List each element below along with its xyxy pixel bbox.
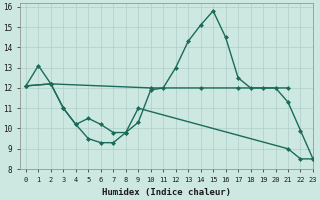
X-axis label: Humidex (Indice chaleur): Humidex (Indice chaleur) [102, 188, 231, 197]
